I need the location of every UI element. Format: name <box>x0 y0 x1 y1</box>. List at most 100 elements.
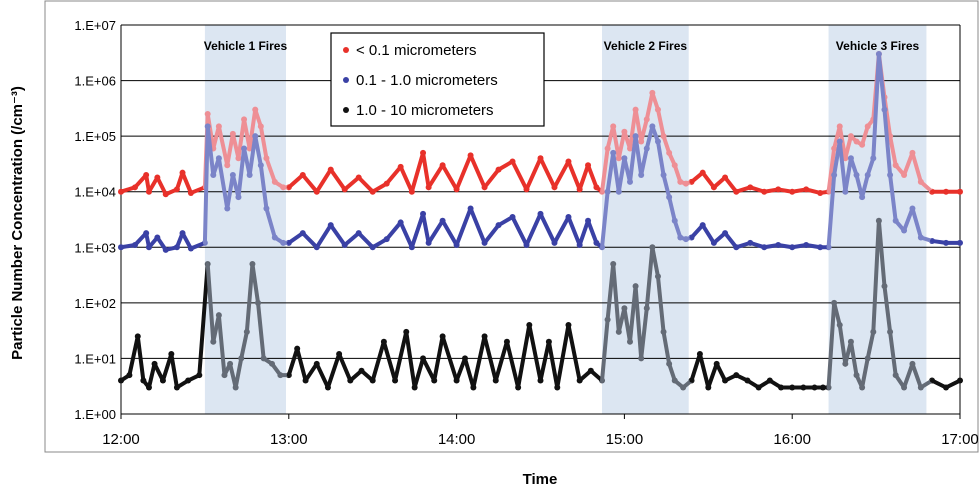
series-segment <box>202 124 210 245</box>
series-segment <box>342 231 361 247</box>
series-segment <box>910 361 923 390</box>
series-segment <box>205 124 216 177</box>
series-segment <box>482 223 501 245</box>
series-segment <box>421 356 437 383</box>
series-segment <box>697 352 711 390</box>
series-segment <box>398 220 414 250</box>
series-segment <box>767 378 784 390</box>
series-segment <box>404 329 417 390</box>
y-tick-label: 1.E+02 <box>74 296 116 311</box>
x-tick-label: 14:00 <box>438 431 476 448</box>
series-segment <box>888 134 898 168</box>
series-segment <box>250 262 261 305</box>
series-1 <box>118 51 963 198</box>
series-segment <box>902 361 915 390</box>
series-segment <box>689 223 705 240</box>
series-segment <box>577 218 591 247</box>
series-segment <box>700 223 716 245</box>
series-segment <box>633 134 644 177</box>
series-segment <box>689 352 702 383</box>
series-segment <box>247 107 258 151</box>
series-segment <box>468 153 487 190</box>
series-segment <box>650 124 660 144</box>
series-segment <box>918 378 935 390</box>
series-segment <box>555 322 571 390</box>
series-segment <box>163 187 179 197</box>
series-segment <box>236 117 247 161</box>
series-segment <box>146 175 160 194</box>
series-segment <box>837 322 848 366</box>
series-segment <box>672 163 683 184</box>
series-segment <box>723 231 739 250</box>
series-segment <box>910 150 923 184</box>
series-segment <box>496 159 515 172</box>
series-segment <box>627 134 638 184</box>
legend-box <box>330 32 545 127</box>
series-segment <box>644 124 655 151</box>
series-segment <box>655 274 666 334</box>
series-segment <box>714 361 728 383</box>
fire-annotations: Vehicle 1 Fires Vehicle 2 Fires Vehicle 3 … <box>204 39 920 53</box>
series-segment <box>633 107 644 144</box>
series-segment <box>616 156 627 194</box>
series-segment <box>600 189 610 250</box>
series-segment <box>233 356 244 390</box>
series-segment <box>600 146 610 194</box>
series-segment <box>826 300 837 390</box>
series-segment <box>588 368 605 383</box>
series-segment <box>247 134 258 177</box>
x-axis-title: Time <box>523 471 558 488</box>
series-segment <box>762 187 781 194</box>
series-segment <box>723 175 739 194</box>
series-segment <box>342 175 361 192</box>
series-segment <box>804 242 823 250</box>
series-segment <box>216 124 230 168</box>
y-tick-label: 1.E+03 <box>74 240 116 255</box>
series-segment <box>253 107 263 129</box>
series-segment <box>325 352 342 390</box>
y-tick-label: 1.E+04 <box>74 185 116 200</box>
vehicle-1-label: Vehicle 1 Fires <box>204 39 288 53</box>
series-segment <box>216 313 227 378</box>
y-tick-label: 1.E+00 <box>74 407 116 422</box>
series-segment <box>871 52 881 161</box>
vehicle-1-highlight <box>204 25 287 414</box>
series-segment <box>356 231 375 250</box>
series-segment <box>244 262 255 334</box>
series-segment <box>174 378 191 390</box>
legend-marker <box>343 47 349 53</box>
x-tick-label: 12:00 <box>102 431 140 448</box>
series-segment <box>468 206 487 245</box>
series-segment <box>454 356 467 383</box>
series-segment <box>132 172 149 190</box>
series-segment <box>264 206 277 240</box>
series-segment <box>454 206 473 247</box>
series-segment <box>790 187 809 194</box>
legend-label: < 0.1 micrometers <box>356 42 476 59</box>
series-segment <box>409 150 426 194</box>
series-segment <box>577 368 593 383</box>
series-segment <box>577 163 591 192</box>
series-segment <box>197 262 210 378</box>
series-2 <box>118 51 963 253</box>
series-segment <box>384 220 403 242</box>
series-segment <box>421 211 431 245</box>
series-segment <box>253 134 263 168</box>
series-segment <box>527 322 543 383</box>
series-segment <box>440 334 459 383</box>
series-segment <box>644 90 655 122</box>
series-segment <box>409 211 426 250</box>
legend-marker <box>343 107 349 113</box>
series-segment <box>239 329 249 361</box>
series-segment <box>393 329 409 383</box>
series-segment <box>337 352 353 383</box>
series-segment <box>655 107 666 139</box>
series-segment <box>426 163 445 190</box>
series-segment <box>893 373 907 390</box>
series-segment <box>650 90 660 112</box>
series-segment <box>748 240 767 250</box>
x-tick-labels: 12:00 13:00 14:00 15:00 16:00 17:00 <box>102 431 979 448</box>
series-segment <box>286 231 305 245</box>
series-segment <box>370 181 389 194</box>
series-segment <box>146 361 157 390</box>
